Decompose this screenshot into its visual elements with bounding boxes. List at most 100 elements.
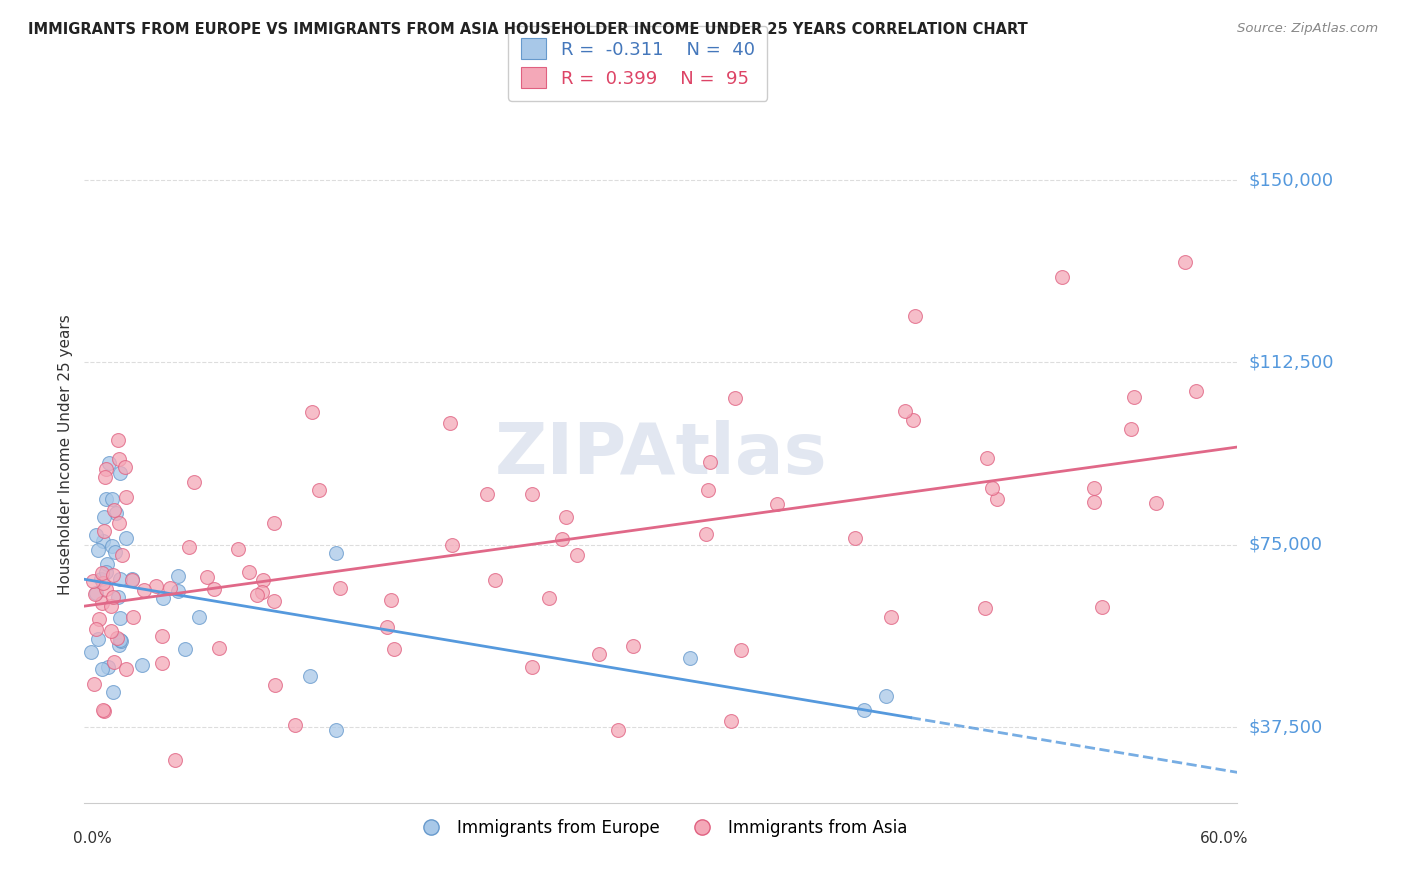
Point [91,566,114,581]
Point [121,573,143,587]
Text: IMMIGRANTS FROM EUROPE VS IMMIGRANTS FROM ASIA HOUSEHOLDER INCOME UNDER 25 YEARS: IMMIGRANTS FROM EUROPE VS IMMIGRANTS FRO… [28,22,1028,37]
Point [152,591,174,606]
Point [699,455,721,469]
Point [183,475,205,489]
Point [382,642,405,657]
Point [94,462,117,476]
Point [550,532,572,546]
Point [121,610,143,624]
Point [441,538,464,552]
Point [263,678,285,692]
Point [101,685,124,699]
Point [167,584,190,599]
Point [226,541,249,556]
Point [100,624,122,638]
Point [475,487,498,501]
Point [1091,600,1114,615]
Point [903,413,925,427]
Point [329,581,352,595]
Legend: Immigrants from Europe, Immigrants from Asia: Immigrants from Europe, Immigrants from … [408,812,914,843]
Point [107,433,129,447]
Point [730,643,752,657]
Point [195,570,218,584]
Point [606,723,628,737]
Point [695,527,717,541]
Point [537,591,560,605]
Point [325,723,347,737]
Point [108,611,131,625]
Point [875,689,897,703]
Point [179,540,201,554]
Point [252,584,274,599]
Point [104,545,127,559]
Point [263,516,285,531]
Point [91,662,114,676]
Point [252,573,274,587]
Point [110,632,132,647]
Point [107,591,129,605]
Point [163,753,186,767]
Point [115,490,138,504]
Point [159,581,181,595]
Point [121,572,143,586]
Point [145,579,167,593]
Point [697,483,720,497]
Point [98,456,121,470]
Point [93,575,115,590]
Point [132,583,155,598]
Point [766,497,789,511]
Point [101,567,124,582]
Point [150,629,173,643]
Point [93,533,115,548]
Point [555,509,578,524]
Point [679,651,702,665]
Text: $112,500: $112,500 [1249,353,1334,371]
Y-axis label: Householder Income Under 25 years: Householder Income Under 25 years [58,315,73,595]
Point [202,582,225,596]
Point [974,601,997,615]
Point [980,481,1002,495]
Point [93,704,115,718]
Point [87,632,110,647]
Point [111,548,134,562]
Point [114,531,136,545]
Point [84,622,107,636]
Point [108,572,131,586]
Text: 60.0%: 60.0% [1201,830,1249,846]
Point [87,612,110,626]
Point [325,546,347,560]
Point [1184,384,1206,398]
Point [83,587,105,601]
Point [150,656,173,670]
Point [301,405,323,419]
Point [105,506,128,520]
Point [80,644,103,658]
Point [1174,255,1197,269]
Point [110,466,132,480]
Text: $75,000: $75,000 [1249,536,1323,554]
Point [94,582,117,597]
Point [375,620,398,634]
Point [108,639,131,653]
Point [565,548,588,562]
Point [904,310,927,324]
Text: ZIPAtlas: ZIPAtlas [495,420,827,490]
Point [103,655,125,669]
Point [238,565,260,579]
Point [263,593,285,607]
Point [621,639,644,653]
Point [90,596,112,610]
Point [1083,494,1105,508]
Point [522,660,544,674]
Point [484,574,506,588]
Point [107,631,129,645]
Point [94,491,117,506]
Point [110,634,132,648]
Point [96,557,118,571]
Point [108,516,131,530]
Point [101,590,124,604]
Point [97,660,120,674]
Point [844,531,866,545]
Point [82,574,104,589]
Point [131,658,153,673]
